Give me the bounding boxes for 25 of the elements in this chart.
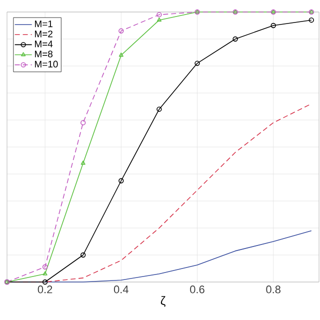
point (156, 12, 162, 18)
x-tick-label: 0.2 (38, 286, 52, 294)
point (270, 22, 276, 28)
legend-label: M=10 (35, 60, 58, 68)
legend-label: M=4 (35, 40, 53, 48)
point (42, 264, 48, 270)
x-tick-label: 0.8 (266, 286, 280, 294)
legend-label: M=1 (35, 20, 52, 28)
legend-label: M=8 (35, 50, 53, 58)
point (42, 271, 48, 276)
point (80, 120, 86, 126)
point (118, 178, 124, 184)
x-tick-label: 0.6 (190, 286, 204, 294)
point (156, 106, 162, 112)
point (42, 279, 48, 285)
point (80, 252, 86, 258)
x-tick-label: 0.4 (114, 286, 128, 294)
point (80, 160, 86, 165)
point (118, 52, 124, 57)
x-axis-title: ζ (160, 296, 166, 307)
point (118, 28, 124, 34)
point (232, 36, 238, 42)
legend-label: M=2 (35, 30, 52, 38)
point (194, 60, 200, 66)
point (156, 18, 162, 22)
